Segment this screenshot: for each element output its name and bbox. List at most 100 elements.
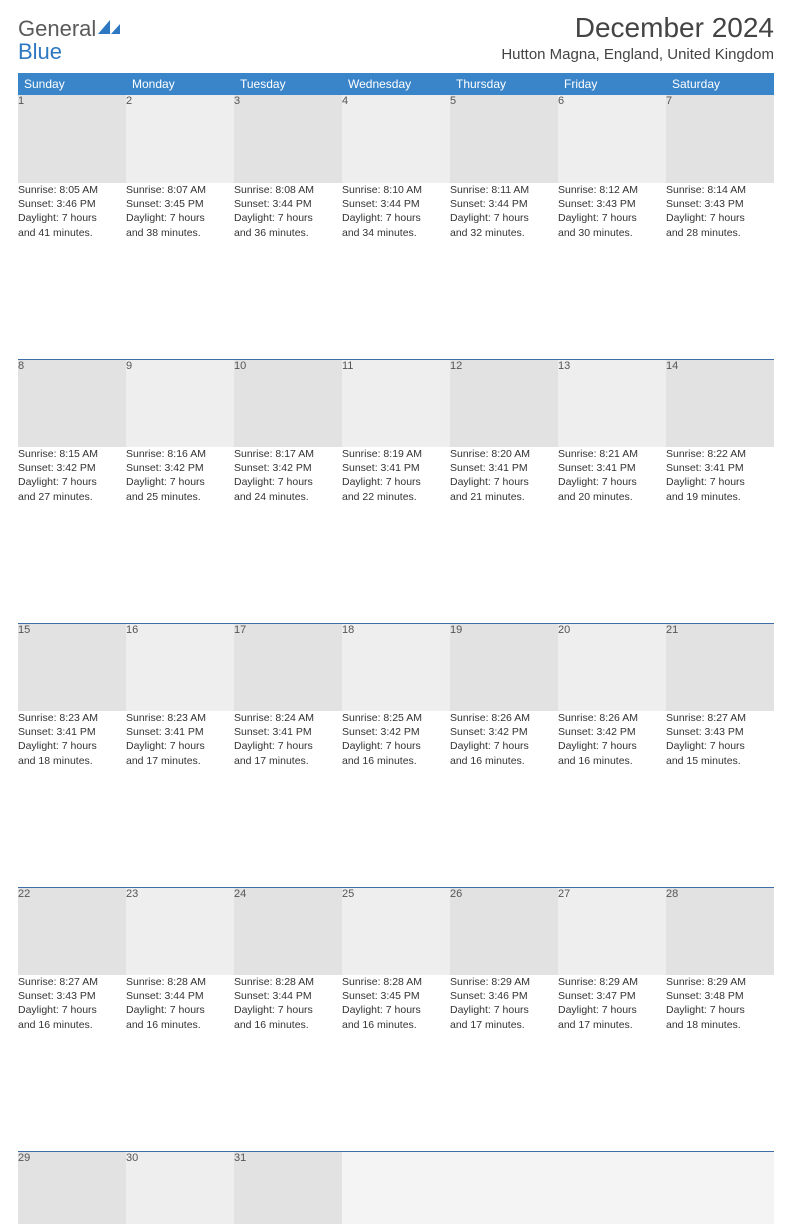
daylight-text-2: and 19 minutes. (666, 490, 774, 504)
day-number-row: 293031 (18, 1151, 774, 1224)
day-detail-cell: Sunrise: 8:29 AMSunset: 3:46 PMDaylight:… (450, 975, 558, 1063)
daylight-text-1: Daylight: 7 hours (558, 211, 666, 225)
title-block: December 2024 Hutton Magna, England, Uni… (501, 12, 774, 71)
day-number-cell (450, 1151, 558, 1224)
day-detail-cell: Sunrise: 8:28 AMSunset: 3:44 PMDaylight:… (126, 975, 234, 1063)
daylight-text-1: Daylight: 7 hours (126, 211, 234, 225)
logo-sail-icon (96, 18, 122, 36)
day-detail-cell: Sunrise: 8:26 AMSunset: 3:42 PMDaylight:… (450, 711, 558, 799)
month-title: December 2024 (501, 12, 774, 44)
day-detail-cell: Sunrise: 8:08 AMSunset: 3:44 PMDaylight:… (234, 183, 342, 271)
daylight-text-1: Daylight: 7 hours (18, 1003, 126, 1017)
spacer-row (18, 1063, 774, 1151)
day-number-cell: 23 (126, 887, 234, 975)
daylight-text-1: Daylight: 7 hours (18, 475, 126, 489)
day-detail-cell: Sunrise: 8:23 AMSunset: 3:41 PMDaylight:… (18, 711, 126, 799)
sunset-text: Sunset: 3:48 PM (666, 989, 774, 1003)
day-number-cell: 6 (558, 95, 666, 183)
daylight-text-2: and 16 minutes. (342, 754, 450, 768)
daylight-text-1: Daylight: 7 hours (558, 1003, 666, 1017)
daylight-text-1: Daylight: 7 hours (342, 211, 450, 225)
logo-word-general: General (18, 16, 96, 41)
sunset-text: Sunset: 3:44 PM (450, 197, 558, 211)
day-number-cell: 4 (342, 95, 450, 183)
sunset-text: Sunset: 3:41 PM (450, 461, 558, 475)
day-number-cell: 2 (126, 95, 234, 183)
daylight-text-2: and 38 minutes. (126, 226, 234, 240)
day-number-cell: 21 (666, 623, 774, 711)
daylight-text-2: and 16 minutes. (18, 1018, 126, 1032)
daylight-text-1: Daylight: 7 hours (234, 475, 342, 489)
sunset-text: Sunset: 3:44 PM (234, 197, 342, 211)
day-number-cell: 5 (450, 95, 558, 183)
weekday-header: Thursday (450, 73, 558, 95)
sunrise-text: Sunrise: 8:10 AM (342, 183, 450, 197)
daylight-text-1: Daylight: 7 hours (450, 1003, 558, 1017)
sunset-text: Sunset: 3:41 PM (342, 461, 450, 475)
sunset-text: Sunset: 3:47 PM (558, 989, 666, 1003)
day-detail-cell: Sunrise: 8:26 AMSunset: 3:42 PMDaylight:… (558, 711, 666, 799)
daylight-text-2: and 22 minutes. (342, 490, 450, 504)
sunrise-text: Sunrise: 8:25 AM (342, 711, 450, 725)
daylight-text-2: and 17 minutes. (126, 754, 234, 768)
daylight-text-2: and 41 minutes. (18, 226, 126, 240)
daylight-text-2: and 17 minutes. (450, 1018, 558, 1032)
sunrise-text: Sunrise: 8:26 AM (450, 711, 558, 725)
day-detail-cell: Sunrise: 8:20 AMSunset: 3:41 PMDaylight:… (450, 447, 558, 535)
day-number-cell: 8 (18, 359, 126, 447)
weekday-header: Tuesday (234, 73, 342, 95)
sunset-text: Sunset: 3:42 PM (18, 461, 126, 475)
daylight-text-1: Daylight: 7 hours (558, 739, 666, 753)
sunset-text: Sunset: 3:44 PM (342, 197, 450, 211)
sunset-text: Sunset: 3:41 PM (18, 725, 126, 739)
day-number-cell: 31 (234, 1151, 342, 1224)
day-detail-cell: Sunrise: 8:29 AMSunset: 3:47 PMDaylight:… (558, 975, 666, 1063)
daylight-text-2: and 27 minutes. (18, 490, 126, 504)
day-detail-cell: Sunrise: 8:29 AMSunset: 3:48 PMDaylight:… (666, 975, 774, 1063)
daylight-text-2: and 20 minutes. (558, 490, 666, 504)
sunrise-text: Sunrise: 8:14 AM (666, 183, 774, 197)
day-detail-cell: Sunrise: 8:11 AMSunset: 3:44 PMDaylight:… (450, 183, 558, 271)
day-number-cell: 17 (234, 623, 342, 711)
day-number-cell (342, 1151, 450, 1224)
day-detail-cell: Sunrise: 8:15 AMSunset: 3:42 PMDaylight:… (18, 447, 126, 535)
day-detail-cell: Sunrise: 8:28 AMSunset: 3:44 PMDaylight:… (234, 975, 342, 1063)
daylight-text-1: Daylight: 7 hours (342, 475, 450, 489)
day-number-cell: 29 (18, 1151, 126, 1224)
daylight-text-2: and 34 minutes. (342, 226, 450, 240)
day-detail-cell: Sunrise: 8:17 AMSunset: 3:42 PMDaylight:… (234, 447, 342, 535)
sunset-text: Sunset: 3:42 PM (450, 725, 558, 739)
weekday-header: Monday (126, 73, 234, 95)
daylight-text-2: and 18 minutes. (18, 754, 126, 768)
day-detail-row: Sunrise: 8:15 AMSunset: 3:42 PMDaylight:… (18, 447, 774, 535)
sunrise-text: Sunrise: 8:15 AM (18, 447, 126, 461)
day-number-cell: 9 (126, 359, 234, 447)
daylight-text-2: and 16 minutes. (450, 754, 558, 768)
daylight-text-1: Daylight: 7 hours (126, 739, 234, 753)
sunrise-text: Sunrise: 8:29 AM (450, 975, 558, 989)
day-number-cell (666, 1151, 774, 1224)
sunset-text: Sunset: 3:44 PM (126, 989, 234, 1003)
day-detail-cell: Sunrise: 8:12 AMSunset: 3:43 PMDaylight:… (558, 183, 666, 271)
daylight-text-1: Daylight: 7 hours (126, 475, 234, 489)
daylight-text-1: Daylight: 7 hours (666, 1003, 774, 1017)
sunset-text: Sunset: 3:43 PM (666, 197, 774, 211)
daylight-text-2: and 36 minutes. (234, 226, 342, 240)
sunrise-text: Sunrise: 8:08 AM (234, 183, 342, 197)
sunset-text: Sunset: 3:42 PM (558, 725, 666, 739)
daylight-text-2: and 16 minutes. (234, 1018, 342, 1032)
daylight-text-1: Daylight: 7 hours (450, 739, 558, 753)
day-number-row: 15161718192021 (18, 623, 774, 711)
day-number-cell: 13 (558, 359, 666, 447)
day-number-cell: 7 (666, 95, 774, 183)
sunrise-text: Sunrise: 8:28 AM (234, 975, 342, 989)
sunset-text: Sunset: 3:41 PM (666, 461, 774, 475)
day-number-cell: 19 (450, 623, 558, 711)
sunrise-text: Sunrise: 8:20 AM (450, 447, 558, 461)
day-number-cell: 27 (558, 887, 666, 975)
sunset-text: Sunset: 3:43 PM (666, 725, 774, 739)
day-number-cell: 20 (558, 623, 666, 711)
daylight-text-2: and 17 minutes. (558, 1018, 666, 1032)
sunset-text: Sunset: 3:44 PM (234, 989, 342, 1003)
daylight-text-1: Daylight: 7 hours (234, 211, 342, 225)
